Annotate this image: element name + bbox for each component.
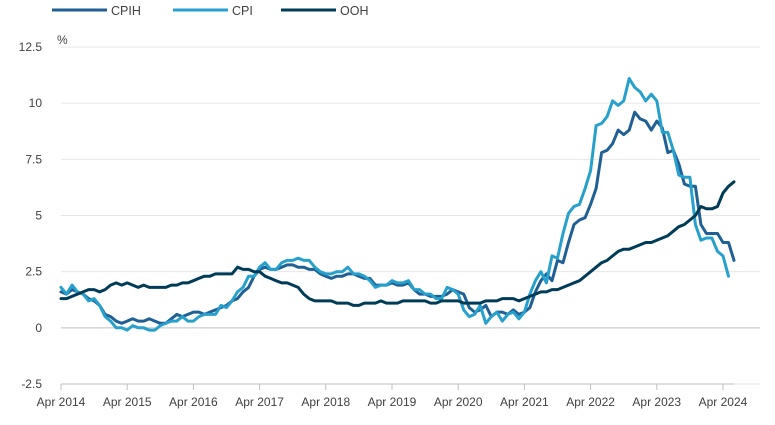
series-line-ooh <box>59 180 736 307</box>
x-tick-label: Apr 2015 <box>103 395 152 409</box>
y-axis-tick-labels: 12.5 10 7.5 5 2.5 0 -2.5 <box>19 40 43 391</box>
legend-label-ooh: OOH <box>340 4 368 18</box>
series-lines <box>59 77 736 332</box>
x-tick-label: Apr 2022 <box>566 395 615 409</box>
y-axis-unit-label: % <box>57 33 68 47</box>
x-tick-label: Apr 2019 <box>368 395 417 409</box>
y-tick-label: -2.5 <box>21 377 42 391</box>
y-tick-label: 5 <box>35 209 42 223</box>
x-tick-label: Apr 2023 <box>632 395 681 409</box>
x-tick-label: Apr 2016 <box>169 395 218 409</box>
y-tick-label: 10 <box>29 96 43 110</box>
legend-label-cpi: CPI <box>232 4 253 18</box>
x-tick-label: Apr 2021 <box>500 395 549 409</box>
y-tick-label: 0 <box>35 321 42 335</box>
y-tick-label: 2.5 <box>25 265 42 279</box>
series-line-cpih <box>59 110 736 325</box>
x-tick-label: Apr 2018 <box>301 395 350 409</box>
x-tick-label: Apr 2017 <box>235 395 284 409</box>
y-tick-label: 7.5 <box>25 152 42 166</box>
x-tick-label: Apr 2014 <box>37 395 86 409</box>
y-tick-label: 12.5 <box>19 40 43 54</box>
legend: CPIH CPI OOH <box>52 4 368 18</box>
x-tick-label: Apr 2024 <box>699 395 748 409</box>
x-axis: Apr 2014 Apr 2015 Apr 2016 Apr 2017 Apr 2018… <box>37 383 748 409</box>
x-tick-label: Apr 2020 <box>434 395 483 409</box>
legend-label-cpih: CPIH <box>111 4 141 18</box>
series-line-cpi <box>59 77 730 332</box>
